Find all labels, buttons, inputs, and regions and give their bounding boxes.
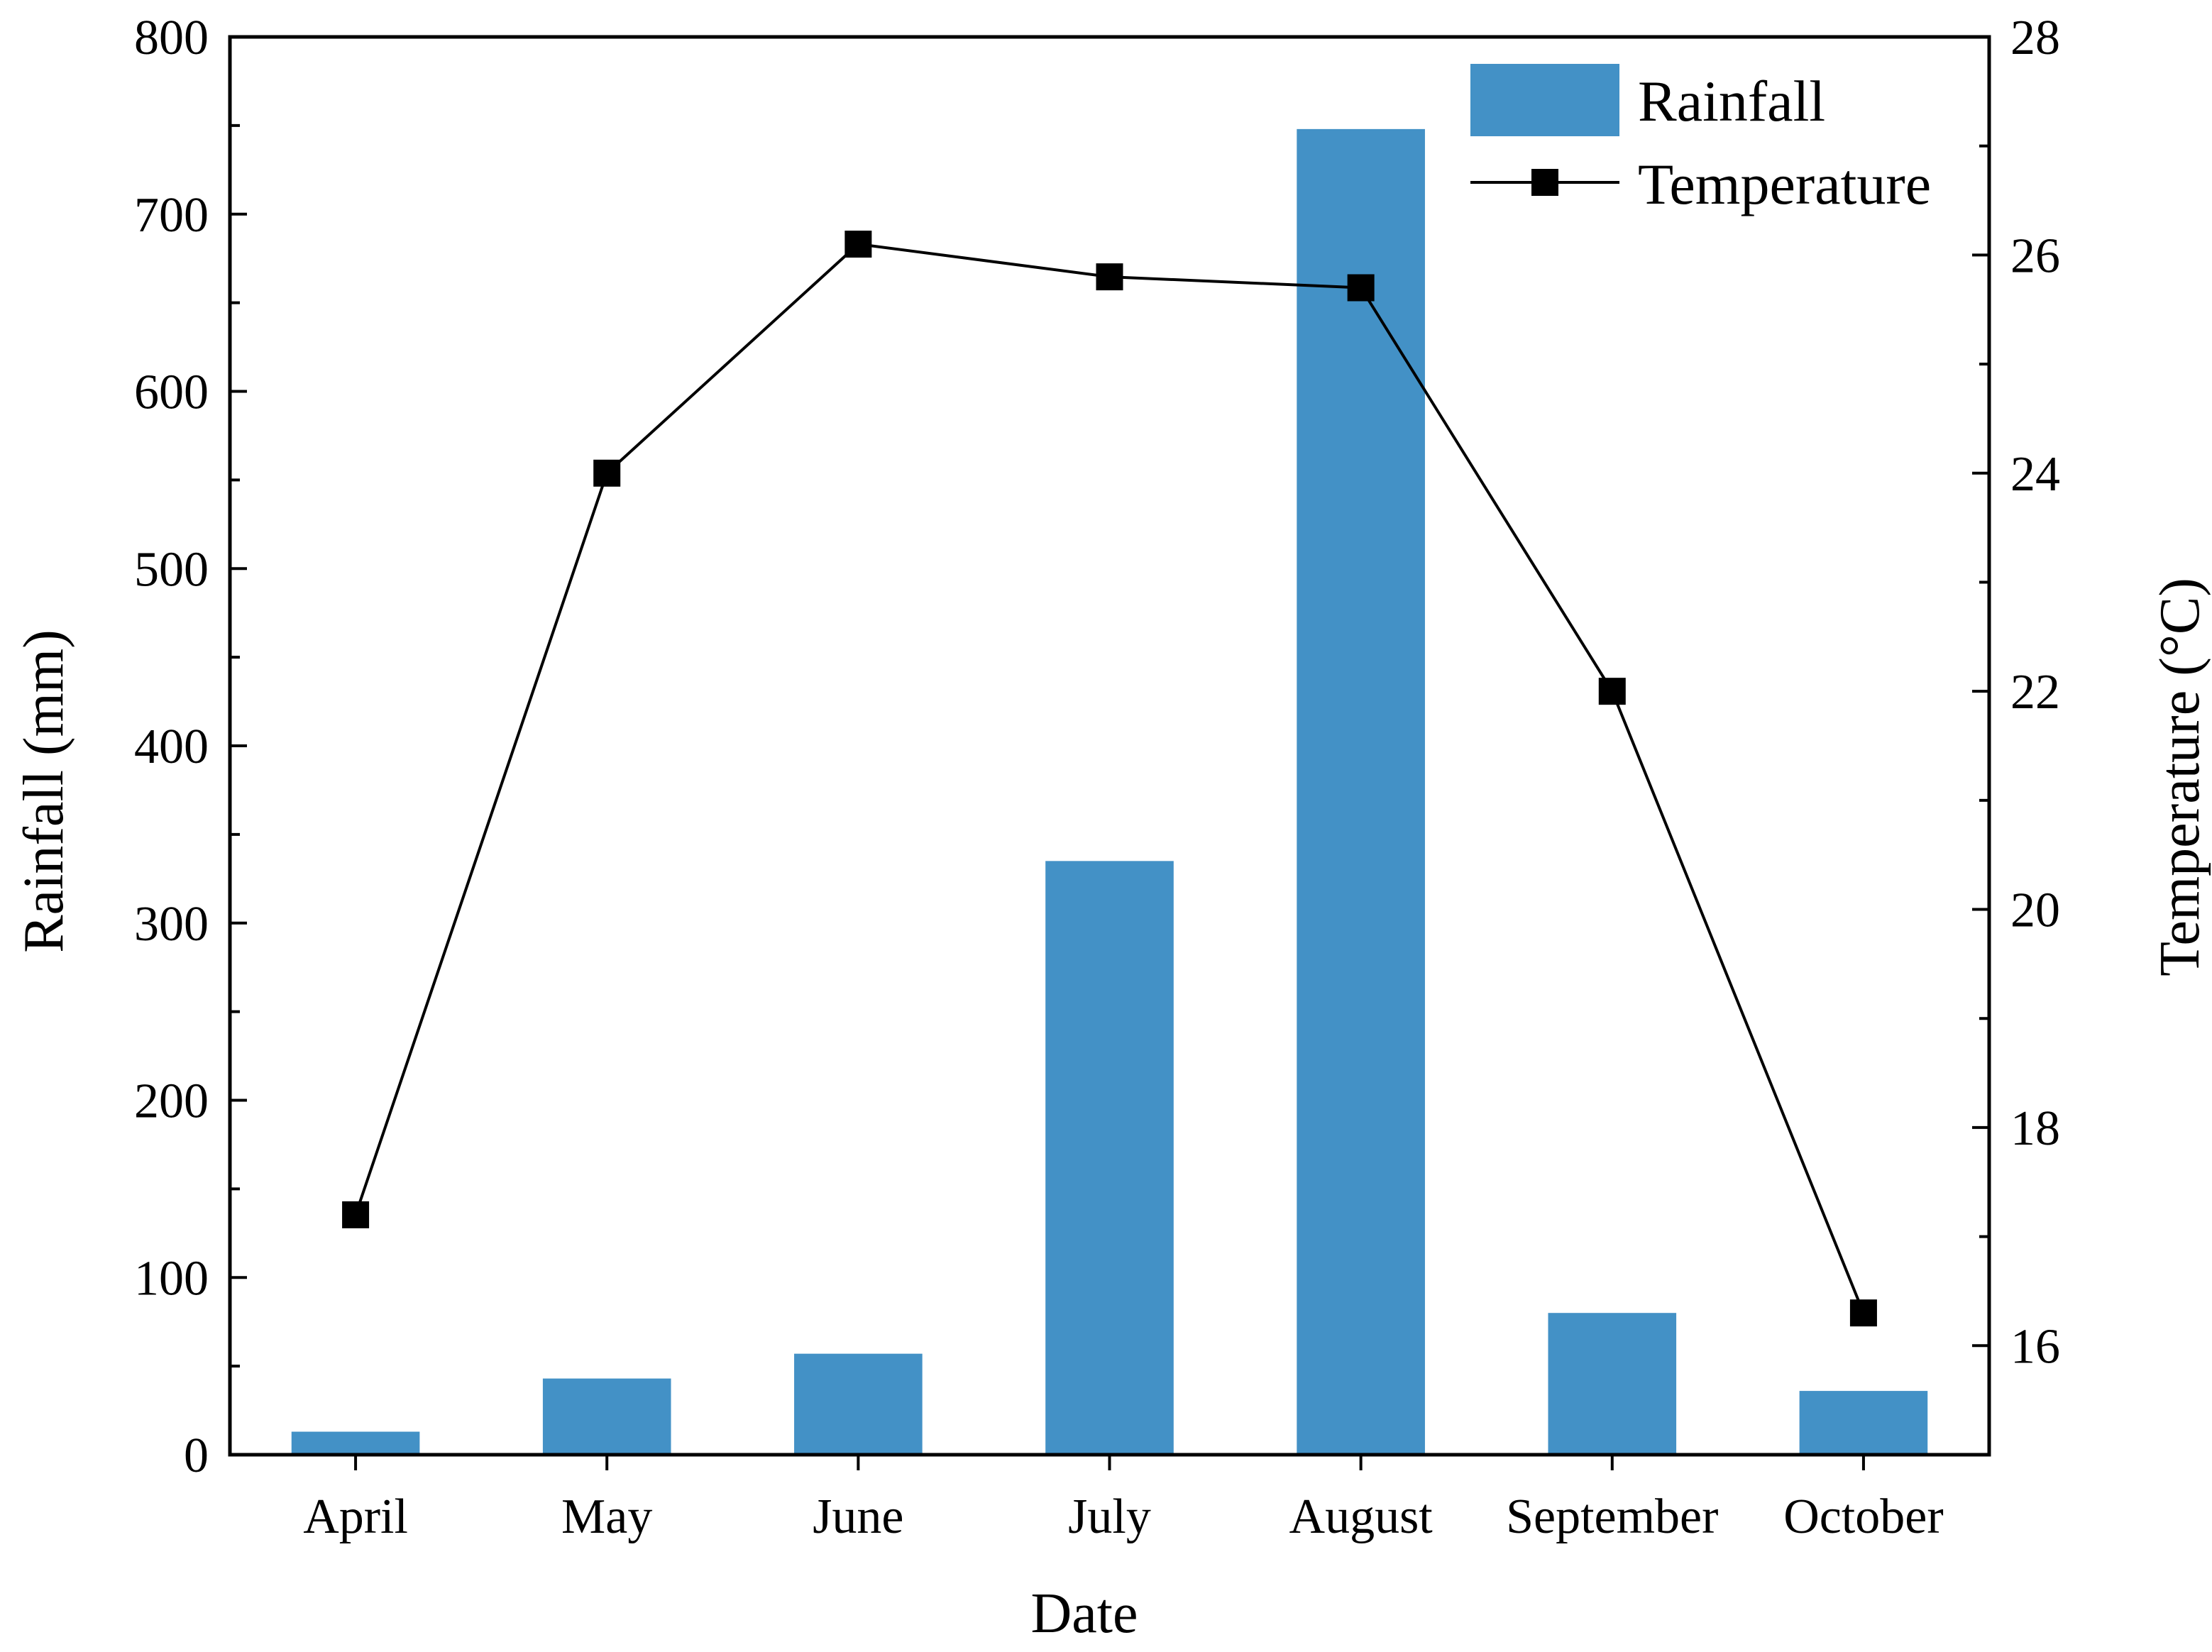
x-tick-label-june: June <box>813 1489 903 1544</box>
left-axis-title: Rainfall (mm) <box>13 629 75 952</box>
legend-rainfall-swatch <box>1470 64 1619 136</box>
right-axis-title: Temperature (°C) <box>2149 578 2211 976</box>
rainfall-bar-may <box>542 1378 671 1455</box>
temperature-marker-june <box>844 231 872 258</box>
temperature-marker-july <box>1096 263 1123 291</box>
right-tick-label: 18 <box>2010 1101 2060 1156</box>
legend-rainfall-label: Rainfall <box>1638 69 1825 133</box>
rainfall-bar-july <box>1045 861 1174 1455</box>
temperature-marker-october <box>1849 1299 1877 1327</box>
legend-temperature-marker <box>1531 169 1558 196</box>
right-tick-label: 28 <box>2010 11 2060 65</box>
left-tick-label: 100 <box>134 1251 209 1306</box>
right-tick-label: 16 <box>2010 1319 2060 1374</box>
left-tick-label: 700 <box>134 188 209 243</box>
rainfall-bar-june <box>794 1353 923 1455</box>
x-axis-title: Date <box>1030 1582 1138 1645</box>
left-tick-label: 200 <box>134 1074 209 1129</box>
x-tick-label-may: May <box>561 1489 652 1544</box>
temperature-marker-september <box>1598 678 1626 705</box>
right-tick-label: 22 <box>2010 665 2060 720</box>
left-tick-label: 500 <box>134 542 209 597</box>
rainfall-bar-october <box>1799 1391 1928 1455</box>
x-tick-label-october: October <box>1783 1489 1943 1544</box>
x-tick-label-september: September <box>1506 1489 1718 1544</box>
x-tick-label-august: August <box>1289 1489 1434 1544</box>
legend: Rainfall Temperature <box>1470 64 1931 216</box>
x-tick-label-april: April <box>303 1489 408 1544</box>
legend-temperature-label: Temperature <box>1638 152 1931 216</box>
left-tick-label: 0 <box>184 1428 209 1483</box>
rainfall-bar-september <box>1548 1313 1677 1455</box>
temperature-marker-april <box>342 1201 370 1228</box>
right-tick-label: 24 <box>2010 447 2060 502</box>
left-tick-label: 300 <box>134 897 209 952</box>
right-tick-label: 20 <box>2010 883 2060 938</box>
right-tick-label: 26 <box>2010 228 2060 283</box>
temperature-marker-may <box>593 459 621 487</box>
x-tick-label-july: July <box>1068 1489 1151 1544</box>
left-tick-label: 400 <box>134 720 209 774</box>
rainfall-bar-april <box>291 1431 420 1455</box>
rainfall-bar-august <box>1297 128 1425 1455</box>
left-tick-label: 600 <box>134 365 209 420</box>
left-tick-label: 800 <box>134 11 209 65</box>
temperature-marker-august <box>1347 274 1375 302</box>
